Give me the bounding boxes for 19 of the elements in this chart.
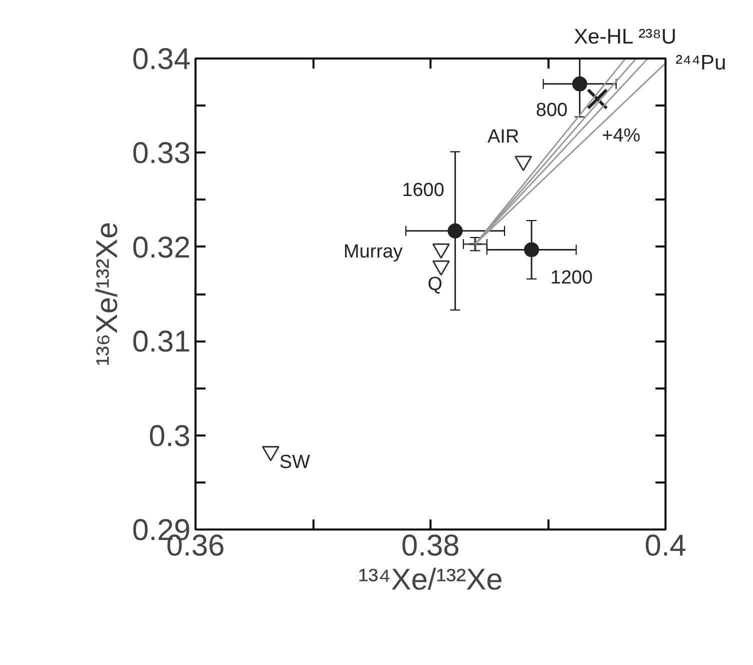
annotation: Xe-HL ²³⁸U — [574, 26, 676, 48]
annotation: 1600 — [402, 180, 444, 201]
annotation: 1200 — [550, 268, 593, 289]
y-tick-label: 0.3 — [148, 420, 191, 453]
y-tick-label: 0.31 — [132, 326, 190, 359]
annotation: +4% — [602, 126, 641, 147]
y-tick-label: 0.33 — [132, 137, 190, 170]
annotation: ²⁴⁴Pu — [676, 52, 726, 75]
x-tick-label: 0.38 — [401, 530, 460, 562]
annotation: 800 — [536, 100, 568, 121]
x-tick-label: 0.4 — [644, 530, 686, 562]
y-tick-label: 0.34 — [132, 43, 190, 76]
annotation: SW — [279, 452, 310, 473]
y-axis-title: ¹³⁶Xe/¹³²Xe — [91, 222, 124, 366]
x-axis-title: ¹³⁴Xe/¹³²Xe — [358, 564, 503, 596]
annotation: Murray — [344, 241, 404, 262]
annotation: Q — [428, 274, 442, 296]
annotation: AIR — [487, 126, 520, 148]
y-tick-label: 0.32 — [132, 231, 190, 264]
